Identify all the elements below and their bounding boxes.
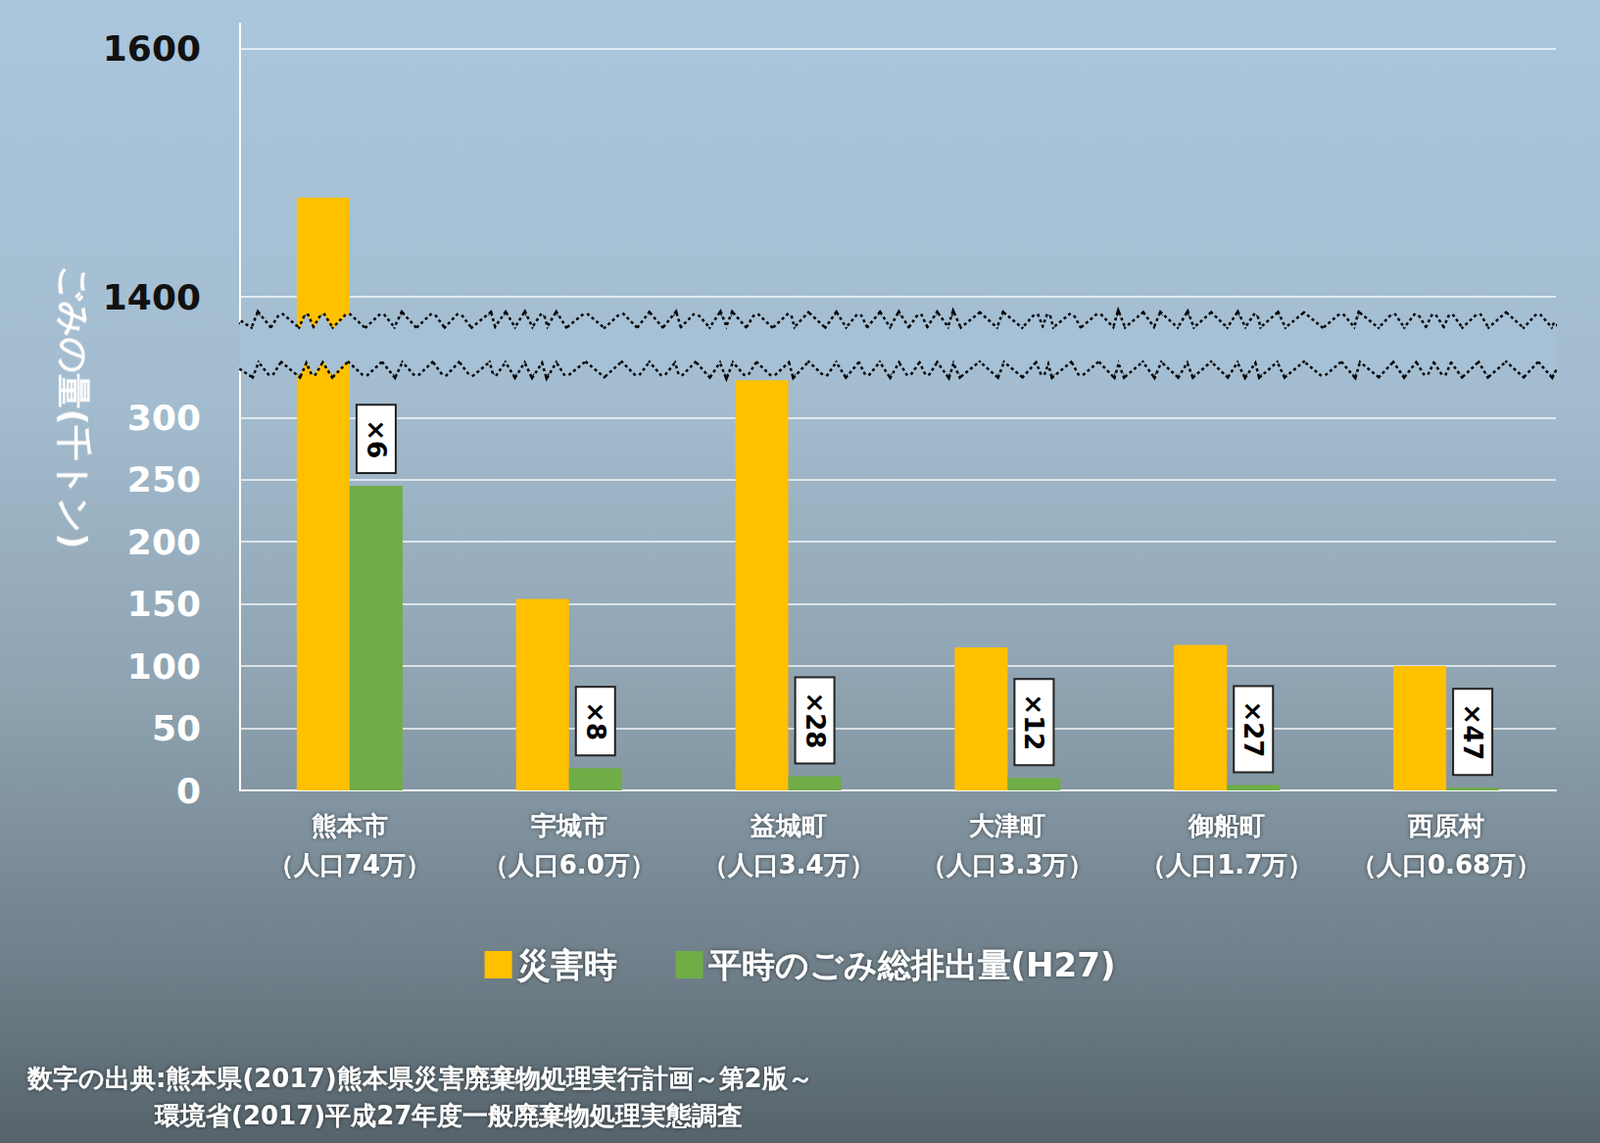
svg-text:ごみの量(千トン): ごみの量(千トン) — [53, 265, 95, 550]
svg-text:250: 250 — [127, 459, 201, 500]
svg-text:300: 300 — [127, 397, 201, 438]
svg-text:宇城市: 宇城市 — [531, 811, 608, 841]
svg-text:数字の出典:熊本県(2017)熊本県災害廃棄物処理実行計画～: 数字の出典:熊本県(2017)熊本県災害廃棄物処理実行計画～第2版～ — [26, 1064, 814, 1094]
svg-text:（人口1.7万）: （人口1.7万） — [1140, 850, 1313, 880]
svg-text:御船町: 御船町 — [1187, 811, 1265, 841]
svg-text:×28: ×28 — [800, 691, 830, 749]
svg-text:西原村: 西原村 — [1406, 811, 1485, 841]
svg-text:（人口3.3万）: （人口3.3万） — [921, 850, 1094, 880]
svg-text:×12: ×12 — [1018, 693, 1049, 751]
svg-text:×47: ×47 — [1457, 703, 1488, 761]
svg-text:1400: 1400 — [102, 277, 201, 318]
svg-text:×8: ×8 — [581, 701, 611, 741]
svg-text:0: 0 — [176, 771, 201, 812]
svg-text:災害時: 災害時 — [516, 945, 618, 985]
svg-text:50: 50 — [151, 708, 201, 749]
svg-text:（人口3.4万）: （人口3.4万） — [702, 850, 875, 880]
svg-text:200: 200 — [127, 522, 201, 563]
svg-text:（人口0.68万）: （人口0.68万） — [1351, 850, 1542, 880]
svg-text:1600: 1600 — [102, 28, 201, 69]
svg-text:×27: ×27 — [1238, 700, 1268, 758]
svg-text:×6: ×6 — [361, 419, 391, 459]
svg-text:熊本市: 熊本市 — [311, 811, 388, 841]
svg-text:大津町: 大津町 — [969, 811, 1046, 841]
svg-text:100: 100 — [127, 646, 201, 687]
svg-text:環境省(2017)平成27年度一般廃棄物処理実態調査: 環境省(2017)平成27年度一般廃棄物処理実態調査 — [153, 1101, 743, 1131]
svg-text:益城町: 益城町 — [750, 811, 827, 841]
svg-text:（人口6.0万）: （人口6.0万） — [483, 850, 656, 880]
svg-text:（人口74万）: （人口74万） — [268, 850, 432, 880]
svg-text:平時のごみ総排出量(H27): 平時のごみ総排出量(H27) — [707, 945, 1116, 985]
svg-text:150: 150 — [127, 583, 201, 625]
